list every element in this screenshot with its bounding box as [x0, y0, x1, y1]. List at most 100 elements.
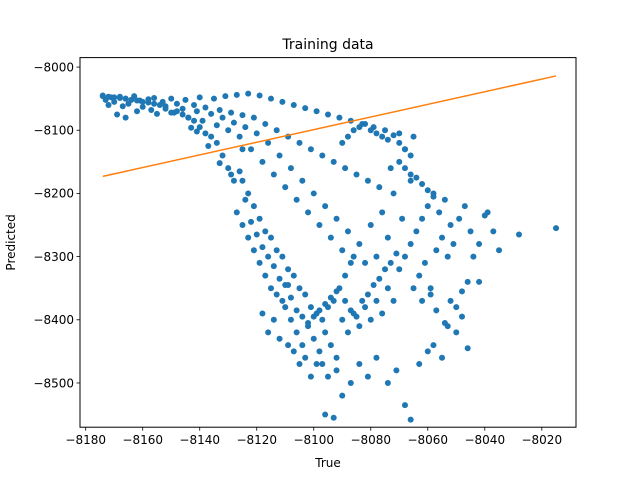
data-point: [419, 215, 426, 222]
data-point: [182, 96, 189, 103]
data-point: [253, 130, 260, 137]
data-point: [373, 253, 380, 260]
data-point: [367, 222, 374, 229]
data-point: [339, 139, 346, 146]
data-point: [307, 373, 314, 380]
data-point: [307, 304, 314, 311]
data-point: [151, 100, 158, 107]
data-point: [379, 310, 386, 317]
data-point: [413, 174, 420, 181]
data-point: [356, 323, 363, 330]
data-point: [305, 319, 312, 326]
data-point: [296, 361, 303, 368]
data-point: [293, 329, 300, 336]
data-point: [325, 373, 331, 380]
data-point: [322, 329, 329, 336]
data-point: [239, 177, 246, 184]
data-point: [364, 373, 371, 380]
data-point: [433, 307, 440, 314]
data-point: [342, 272, 349, 279]
data-point: [276, 152, 283, 159]
data-point: [259, 244, 266, 251]
data-point: [299, 342, 306, 349]
plot-frame: [79, 57, 577, 428]
data-point: [279, 98, 286, 105]
data-point: [373, 130, 380, 137]
data-point: [134, 108, 141, 115]
data-point: [327, 234, 334, 241]
data-point: [242, 196, 249, 203]
data-point: [396, 158, 403, 165]
data-point: [219, 152, 226, 159]
data-point: [453, 304, 460, 311]
data-point: [236, 133, 243, 140]
data-point: [410, 133, 417, 140]
data-point: [173, 108, 180, 115]
data-point: [447, 297, 454, 304]
data-point: [359, 297, 366, 304]
data-point: [447, 222, 454, 229]
data-point: [250, 114, 257, 121]
data-point: [364, 291, 371, 298]
data-point: [407, 416, 414, 423]
data-point: [122, 114, 129, 121]
data-point: [350, 253, 357, 260]
data-point: [310, 335, 317, 342]
data-point: [370, 282, 377, 289]
data-point: [156, 101, 163, 108]
data-point: [302, 105, 309, 112]
data-point: [339, 247, 346, 254]
data-point: [336, 114, 343, 121]
data-point: [379, 133, 386, 140]
data-point: [99, 93, 106, 100]
data-point: [236, 168, 243, 175]
data-point: [256, 92, 263, 99]
data-point: [185, 114, 192, 121]
data-point: [151, 95, 158, 102]
data-point: [424, 348, 431, 355]
data-point: [242, 124, 249, 131]
data-point: [225, 127, 232, 134]
data-point: [287, 165, 294, 172]
data-point: [416, 361, 423, 368]
x-axis-label: True: [314, 456, 341, 470]
data-point: [265, 139, 272, 146]
data-point: [441, 319, 448, 326]
data-point: [439, 354, 446, 361]
data-point: [456, 215, 463, 222]
chart-title: Training data: [281, 37, 373, 53]
data-point: [290, 101, 297, 108]
data-point: [347, 307, 354, 314]
y-tick-label: −8300: [33, 250, 74, 264]
data-point: [416, 272, 423, 279]
data-point: [262, 120, 269, 127]
x-tick-label: −8140: [179, 433, 220, 447]
data-point: [116, 95, 123, 102]
data-point: [199, 117, 206, 124]
data-point: [470, 253, 477, 260]
data-point: [384, 379, 391, 386]
data-point: [350, 127, 357, 134]
data-point: [216, 160, 223, 167]
data-point: [299, 177, 306, 184]
data-point: [458, 288, 465, 295]
data-point: [191, 117, 198, 124]
data-point: [230, 119, 237, 126]
data-point: [396, 130, 403, 137]
data-point: [433, 247, 440, 254]
y-tick-label: −8100: [33, 124, 74, 138]
data-point: [353, 171, 360, 178]
data-point: [379, 209, 386, 216]
data-point: [296, 285, 303, 292]
data-point: [188, 124, 195, 131]
data-point: [373, 297, 380, 304]
data-point: [111, 94, 118, 101]
fit-line: [102, 75, 557, 178]
data-point: [319, 152, 326, 159]
data-point: [282, 282, 289, 289]
data-point: [139, 103, 146, 110]
data-point: [453, 329, 460, 336]
data-point: [239, 112, 246, 119]
data-point: [256, 259, 263, 266]
data-point: [253, 231, 260, 238]
